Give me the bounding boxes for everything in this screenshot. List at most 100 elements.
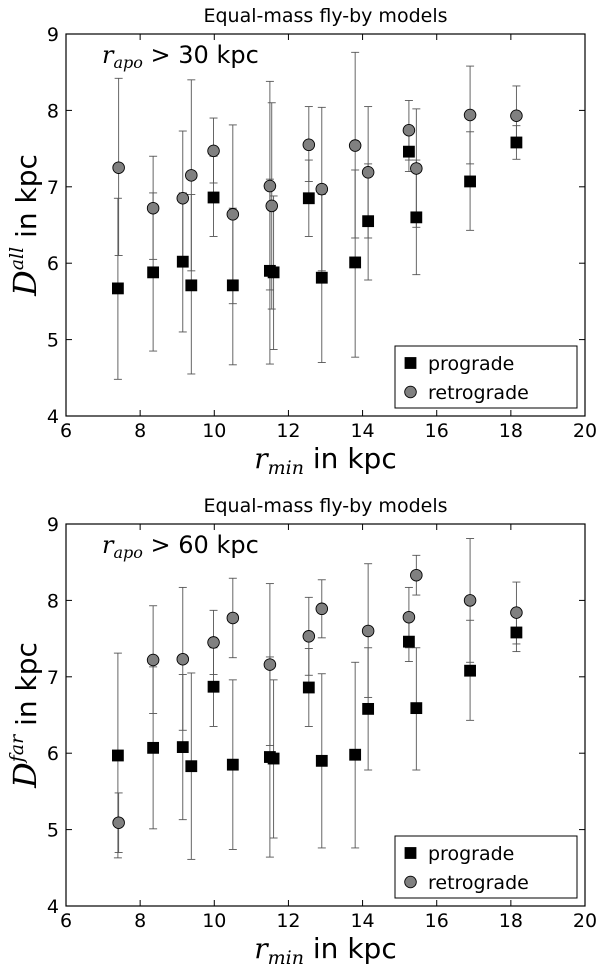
y-tick-label: 8 xyxy=(47,100,59,122)
point-retrograde xyxy=(510,109,523,122)
point-prograde xyxy=(176,741,189,753)
x-axis-label: rmin in kpc xyxy=(254,442,396,479)
point-retrograde xyxy=(315,182,329,196)
point-prograde xyxy=(112,749,124,762)
point-retrograde xyxy=(263,179,277,193)
point-prograde xyxy=(185,760,198,773)
plot-frame xyxy=(65,33,586,417)
x-tick-label: 18 xyxy=(499,420,523,442)
legend: prograde retrograde xyxy=(394,835,578,899)
point-retrograde xyxy=(207,636,220,649)
point-retrograde xyxy=(207,144,220,158)
y-tick-label: 6 xyxy=(47,253,59,275)
point-retrograde xyxy=(402,124,416,137)
x-tick-label: 18 xyxy=(499,910,523,932)
point-prograde xyxy=(207,191,220,204)
point-retrograde xyxy=(510,606,523,619)
point-prograde xyxy=(147,741,160,754)
chart-svg-all: Equal-mass fly-by models 6 8 10 12 14 16 18 20 4 5… xyxy=(6,5,597,479)
y-tick-label: 7 xyxy=(47,177,59,199)
point-prograde xyxy=(464,175,476,188)
y-tick-label: 8 xyxy=(47,590,59,612)
y-axis-label: Dall in kpc xyxy=(6,154,44,297)
point-retrograde xyxy=(146,653,160,667)
x-tick-label: 20 xyxy=(573,420,597,442)
x-tick-label: 12 xyxy=(276,420,300,442)
legend: prograde retrograde xyxy=(394,345,578,409)
legend-box xyxy=(394,835,578,899)
point-retrograde xyxy=(226,208,240,221)
point-retrograde xyxy=(112,161,125,174)
point-retrograde xyxy=(185,169,198,182)
chart-title: Equal-mass fly-by models xyxy=(203,495,447,517)
point-retrograde xyxy=(402,610,416,624)
point-prograde xyxy=(207,680,220,693)
y-tick-label: 9 xyxy=(47,514,59,536)
point-prograde xyxy=(315,754,328,767)
legend-label-prograde: prograde xyxy=(428,353,514,375)
point-retrograde xyxy=(302,630,316,643)
point-prograde xyxy=(302,192,315,205)
annotation-label: rapo > 30 kpc xyxy=(102,41,259,72)
point-prograde xyxy=(226,279,239,292)
point-prograde xyxy=(403,145,415,158)
point-prograde xyxy=(349,748,362,761)
point-retrograde xyxy=(361,624,375,638)
point-retrograde xyxy=(112,816,125,829)
y-tick-label: 9 xyxy=(47,24,59,46)
point-prograde xyxy=(315,271,328,284)
point-retrograde xyxy=(302,138,316,152)
point-prograde xyxy=(267,752,280,765)
point-retrograde xyxy=(463,594,477,607)
point-retrograde xyxy=(265,199,278,213)
x-tick-label: 12 xyxy=(276,910,300,932)
y-tick-label: 7 xyxy=(47,667,59,689)
x-tick-label: 8 xyxy=(134,420,146,442)
point-prograde xyxy=(362,215,375,228)
legend-marker-retrograde xyxy=(404,875,417,889)
x-tick-label: 6 xyxy=(60,420,72,442)
chart-svg-far: Equal-mass fly-by models 6 8 10 12 14 16 18 20 4 5… xyxy=(6,495,597,969)
point-retrograde xyxy=(176,652,190,666)
chart-panel-bottom: Equal-mass fly-by models 6 8 10 12 14 16 18 20 4 5… xyxy=(0,490,600,970)
point-prograde xyxy=(112,282,124,295)
x-tick-label: 20 xyxy=(573,910,597,932)
legend-marker-prograde xyxy=(404,357,417,369)
point-prograde xyxy=(147,266,160,279)
legend-box xyxy=(394,345,578,409)
point-retrograde xyxy=(315,602,329,616)
point-retrograde xyxy=(410,162,423,175)
point-retrograde xyxy=(263,658,277,671)
x-tick-label: 14 xyxy=(350,910,374,932)
point-prograde xyxy=(349,256,362,269)
annotation-label: rapo > 60 kpc xyxy=(102,531,259,562)
legend-label-prograde: prograde xyxy=(428,843,514,865)
x-tick-label: 16 xyxy=(425,910,449,932)
point-prograde xyxy=(410,211,423,224)
point-prograde xyxy=(510,136,523,149)
point-retrograde xyxy=(226,611,240,625)
chart-title: Equal-mass fly-by models xyxy=(203,5,447,27)
x-tick-label: 10 xyxy=(202,420,226,442)
point-prograde xyxy=(226,758,239,771)
x-tick-label: 8 xyxy=(134,910,146,932)
point-retrograde xyxy=(176,192,190,205)
x-tick-label: 6 xyxy=(60,910,72,932)
point-prograde xyxy=(176,255,189,268)
point-retrograde xyxy=(463,108,477,122)
point-prograde xyxy=(362,702,375,715)
y-tick-label: 5 xyxy=(47,820,59,842)
chart-panel-top: Equal-mass fly-by models 6 8 10 12 14 16 18 20 4 5… xyxy=(0,0,600,480)
point-prograde xyxy=(302,681,315,694)
x-tick-label: 14 xyxy=(350,420,374,442)
point-prograde xyxy=(185,279,198,292)
point-retrograde xyxy=(361,166,375,179)
x-axis-label: rmin in kpc xyxy=(254,932,396,969)
y-tick-label: 4 xyxy=(47,896,59,918)
y-axis-label: Dfar in kpc xyxy=(6,642,44,789)
point-prograde xyxy=(403,635,415,648)
x-tick-label: 16 xyxy=(425,420,449,442)
point-retrograde xyxy=(410,568,423,582)
point-prograde xyxy=(464,664,476,677)
legend-marker-retrograde xyxy=(404,385,417,399)
